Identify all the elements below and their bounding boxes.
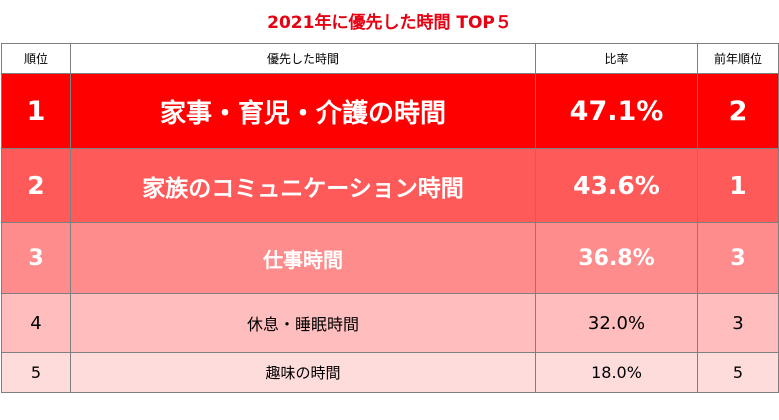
header-rank: 順位: [1, 43, 71, 74]
prev-rank-cell: 2: [697, 73, 779, 149]
ratio-cell: 47.1%: [535, 73, 698, 149]
item-cell: 休息・睡眠時間: [70, 293, 536, 353]
ratio-cell: 18.0%: [535, 352, 698, 393]
prev-rank-cell: 3: [697, 222, 779, 294]
rank-cell: 5: [1, 352, 71, 393]
table-row: 1 家事・育児・介護の時間 47.1% 2: [1, 73, 779, 149]
ratio-cell: 43.6%: [535, 148, 698, 223]
prev-rank-cell: 5: [697, 352, 779, 393]
item-cell: 家事・育児・介護の時間: [70, 73, 536, 149]
header-item: 優先した時間: [70, 43, 536, 74]
table-row: 4 休息・睡眠時間 32.0% 3: [1, 293, 779, 353]
item-cell: 仕事時間: [70, 222, 536, 294]
prev-rank-cell: 3: [697, 293, 779, 353]
item-cell: 家族のコミュニケーション時間: [70, 148, 536, 223]
header-ratio: 比率: [535, 43, 698, 74]
rank-cell: 3: [1, 222, 71, 294]
header-row: 順位 優先した時間 比率 前年順位: [1, 43, 779, 74]
header-prev-rank: 前年順位: [697, 43, 779, 74]
prev-rank-cell: 1: [697, 148, 779, 223]
chart-title: 2021年に優先した時間 TOP５: [267, 12, 512, 33]
table-row: 2 家族のコミュニケーション時間 43.6% 1: [1, 148, 779, 223]
ratio-cell: 36.8%: [535, 222, 698, 294]
table-row: 5 趣味の時間 18.0% 5: [1, 352, 779, 393]
table-row: 3 仕事時間 36.8% 3: [1, 222, 779, 294]
rank-cell: 4: [1, 293, 71, 353]
item-cell: 趣味の時間: [70, 352, 536, 393]
ranking-table: 順位 優先した時間 比率 前年順位 1 家事・育児・介護の時間 47.1% 2 …: [1, 43, 779, 393]
rank-cell: 1: [1, 73, 71, 149]
rank-cell: 2: [1, 148, 71, 223]
ratio-cell: 32.0%: [535, 293, 698, 353]
